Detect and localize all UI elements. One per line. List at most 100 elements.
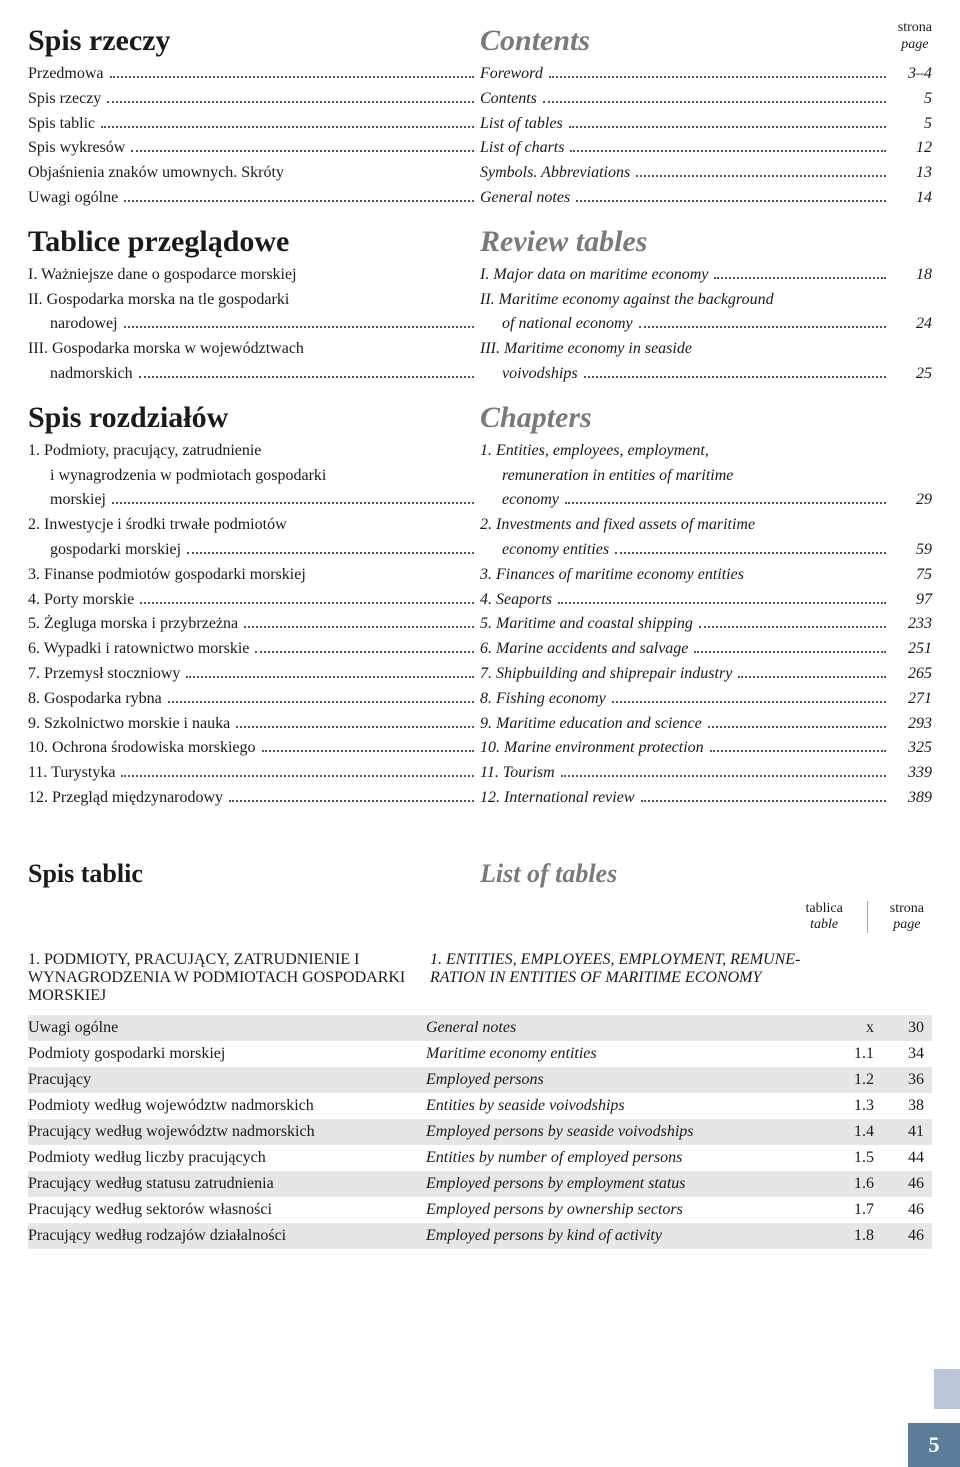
dots-leader [140, 602, 474, 604]
table-row-1: Podmioty gospodarki morskiejMaritime eco… [28, 1041, 932, 1067]
side-tab [934, 1369, 960, 1409]
spis-tablic-title: Spis tablic [28, 859, 480, 889]
toc-left-1-label: Spis rzeczy [28, 87, 101, 112]
table-row-4: Pracujący według województw nadmor­skich… [28, 1119, 932, 1145]
dots-leader [107, 101, 474, 103]
dots-leader [124, 200, 474, 202]
chap-left-10-label: 11. Turystyka [28, 761, 115, 786]
toc-right-4-page: 13 [892, 161, 932, 186]
table-row-8-num: 1.8 [824, 1227, 874, 1245]
toc-right-4-label: Symbols. Abbreviations [480, 161, 630, 186]
chap-right-7-label: 8. Fishing economy [480, 687, 606, 712]
table-row-5-en: Entities by number of employed persons [426, 1149, 824, 1167]
chap-right-0-c1: remuneration in entities of maritime [480, 464, 932, 489]
toc-right-1-page: 5 [892, 87, 932, 112]
chap-left-0-label: 1. Podmioty, pracujący, zatrudnienie [28, 439, 261, 464]
chap-right-1-c1: economy entities59 [480, 538, 932, 563]
chap-right-7: 8. Fishing economy271 [480, 687, 932, 712]
chap-right-8-page: 293 [892, 712, 932, 737]
chap-left-0-c2: morskiej [28, 488, 480, 513]
table-row-5-num: 1.5 [824, 1149, 874, 1167]
chap-left-2: 3. Finanse podmiotów gospodarki morskiej [28, 563, 480, 588]
chap-right-1-label: 2. Investments and fixed assets of marit… [480, 513, 755, 538]
review-right-1: II. Maritime economy against the backgro… [480, 288, 932, 313]
table-row-8-pl: Pracujący według rodzajów działalności [28, 1227, 426, 1245]
dots-leader [558, 602, 886, 604]
chap-left-6-label: 7. Przemysł stoczniowy [28, 662, 180, 687]
toc-left-5: Uwagi ogólne [28, 186, 480, 211]
table-row-7-num: 1.7 [824, 1201, 874, 1219]
spis-rozdzialow-title: Spis rozdziałów [28, 401, 480, 435]
chap-left-1-label: 2. Inwestycje i środki trwałe podmiotów [28, 513, 287, 538]
dots-leader [641, 800, 887, 802]
toc-right-5-page: 14 [892, 186, 932, 211]
chap-right-4: 5. Maritime and coastal shipping233 [480, 612, 932, 637]
dots-leader [612, 701, 886, 703]
chapters-title: Chapters [480, 401, 932, 435]
dots-leader [244, 626, 474, 628]
dots-leader [710, 750, 886, 752]
toc-left-3: Spis wykresów [28, 136, 480, 161]
dots-leader [229, 800, 474, 802]
page-number: 5 [908, 1423, 960, 1467]
chap-left-8-label: 9. Szkolnictwo morskie i nauka [28, 712, 230, 737]
toc-right-1-label: Contents [480, 87, 537, 112]
dots-leader [139, 376, 474, 378]
review-left-1-label: II. Gospodarka morska na tle gospodarki [28, 288, 289, 313]
chap-left-7: 8. Gospodarka rybna [28, 687, 480, 712]
table-row-0: Uwagi ogólneGeneral notesx30 [28, 1015, 932, 1041]
review-right-1-cont: of national economy24 [480, 312, 932, 337]
chap-right-11: 12. International review389 [480, 786, 932, 811]
chap-left-0-c2-label: morskiej [50, 488, 106, 513]
dots-leader [121, 775, 474, 777]
table-label: table [805, 917, 842, 933]
table-row-3: Podmioty według województw nadmor­skichE… [28, 1093, 932, 1119]
table-row-7-pl: Pracujący według sektorów własności [28, 1201, 426, 1219]
dots-leader [714, 277, 886, 279]
dots-leader [549, 76, 886, 78]
chap-left-1-c1-label: gospodarki morskiej [50, 538, 181, 563]
chap-right-0-c2-page: 29 [892, 488, 932, 513]
chap-right-10: 11. Tourism339 [480, 761, 932, 786]
table-row-0-page: 30 [874, 1019, 924, 1037]
review-right-2-cont-label: voivodships [502, 362, 578, 387]
table-row-8-page: 46 [874, 1227, 924, 1245]
dots-leader [565, 502, 886, 504]
table-row-1-en: Maritime economy entities [426, 1045, 824, 1063]
table-row-4-num: 1.4 [824, 1123, 874, 1141]
contents-section: Spis rzeczy PrzedmowaSpis rzeczySpis tab… [28, 24, 932, 211]
list-of-tables-header: Spis tablic List of tables [28, 859, 932, 895]
dots-leader [255, 651, 474, 653]
review-right-0-label: I. Major data on maritime economy [480, 263, 708, 288]
review-left-0-label: I. Ważniejsze dane o gospodarce morskiej [28, 263, 297, 288]
dots-leader [569, 126, 886, 128]
chap-left-5-label: 6. Wypadki i ratownictwo morskie [28, 637, 249, 662]
chap-right-1: 2. Investments and fixed assets of marit… [480, 513, 932, 538]
dots-leader [187, 552, 474, 554]
dots-leader [262, 750, 474, 752]
toc-right-2-label: List of tables [480, 112, 563, 137]
review-right-1-cont-page: 24 [892, 312, 932, 337]
chap-right-4-page: 233 [892, 612, 932, 637]
list-of-tables-title: List of tables [480, 859, 932, 889]
dots-leader [236, 726, 474, 728]
review-left-2: III. Gospodarka morska w województwach [28, 337, 480, 362]
dots-leader [615, 552, 886, 554]
page-label: page [898, 37, 932, 54]
contents-title: Contents [480, 24, 932, 58]
review-right-2-label: III. Maritime economy in seaside [480, 337, 692, 362]
toc-left-5-label: Uwagi ogólne [28, 186, 118, 211]
chap-left-4-label: 5. Żegluga morska i przybrzeżna [28, 612, 238, 637]
dots-leader [543, 101, 886, 103]
table-row-6-en: Employed persons by employment status [426, 1175, 824, 1193]
chap-left-0-c1-label: i wynagrodzenia w podmiotach gospodarki [50, 464, 326, 489]
chap-right-0-label: 1. Entities, employees, employment, [480, 439, 709, 464]
chap-right-5-label: 6. Marine accidents and salvage [480, 637, 688, 662]
chap-left-9: 10. Ochrona środowiska morskiego [28, 736, 480, 761]
dots-leader [738, 676, 886, 678]
lt-section-1-head: 1. PODMIOTY, PRACUJĄCY, ZATRUDNIENIE I W… [28, 947, 932, 1015]
table-row-2: PracującyEmployed persons1.236 [28, 1067, 932, 1093]
toc-left-0: Przedmowa [28, 62, 480, 87]
chap-right-10-page: 339 [892, 761, 932, 786]
toc-left-2: Spis tablic [28, 112, 480, 137]
